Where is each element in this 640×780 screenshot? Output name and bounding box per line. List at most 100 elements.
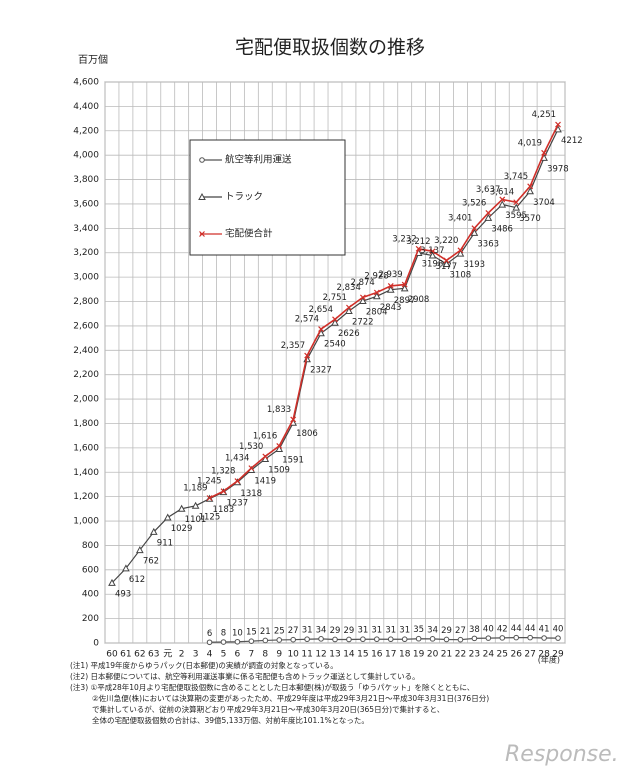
point <box>498 200 507 208</box>
data-label: 29 <box>330 626 341 636</box>
point <box>122 564 130 572</box>
data-label: 1,616 <box>253 431 277 441</box>
data-label: 38 <box>469 625 480 635</box>
point <box>206 639 213 646</box>
note: (注2) 日本郵便については、航空等利用運送事業に係る宅配便も含めトラック運送と… <box>70 671 420 681</box>
point <box>401 281 408 288</box>
y-tick-label: 3,200 <box>73 248 99 258</box>
y-axis-label: 百万個 <box>78 53 108 66</box>
x-tick-label: 7 <box>248 650 254 660</box>
point <box>485 210 492 216</box>
data-label: 3,614 <box>490 188 514 198</box>
x-tick-label: 18 <box>399 650 411 660</box>
data-label: 10 <box>232 628 243 638</box>
data-label: 34 <box>316 625 327 635</box>
x-tick-label: 23 <box>469 650 480 660</box>
y-tick-label: 2,600 <box>73 321 99 331</box>
y-tick-label: 400 <box>82 590 99 600</box>
data-label: 3704 <box>533 198 555 208</box>
point <box>220 488 227 495</box>
data-label: 1318 <box>240 489 262 499</box>
point <box>276 637 283 643</box>
x-tick-label: 12 <box>315 650 326 660</box>
x-tick-label: 3 <box>193 650 199 660</box>
data-label: 1101 <box>185 515 207 525</box>
series-markers <box>206 634 561 646</box>
point <box>290 416 297 423</box>
point <box>526 187 534 195</box>
data-label: 1183 <box>213 505 235 515</box>
data-label: 2327 <box>310 366 332 376</box>
data-label: 35 <box>413 625 424 635</box>
data-label: 1029 <box>171 524 193 534</box>
data-label: 31 <box>357 626 368 636</box>
y-tick-label: 3,600 <box>73 199 99 209</box>
point <box>513 634 520 641</box>
point <box>304 636 310 643</box>
x-tick-label: 5 <box>221 650 227 660</box>
note: で集計しているが、従前の決算期どおり平成29年3月21日～平成30年3月20日(… <box>92 704 444 714</box>
point <box>234 638 241 645</box>
data-label: 2804 <box>366 308 388 318</box>
x-tick-label: 21 <box>441 650 452 660</box>
data-label: 612 <box>129 575 145 585</box>
data-label: 2,928 <box>364 271 388 281</box>
point <box>346 304 352 311</box>
point <box>220 639 227 645</box>
point <box>331 318 339 326</box>
data-label: 2,874 <box>350 278 374 288</box>
data-label: 2,574 <box>295 315 319 325</box>
point <box>318 326 324 333</box>
point <box>332 636 338 643</box>
point <box>499 196 506 203</box>
point <box>359 296 367 305</box>
data-label: 493 <box>115 589 131 599</box>
point <box>499 635 506 641</box>
note: (注1) 平成19年度からゆうパック(日本郵便)の実績が調査の対象となっている。 <box>70 660 338 670</box>
data-label: 31 <box>371 626 382 636</box>
point <box>108 578 116 586</box>
point <box>457 636 464 643</box>
data-label: 3486 <box>491 224 513 234</box>
point <box>386 285 395 293</box>
data-label: 34 <box>427 625 438 635</box>
data-label: 29 <box>441 626 452 636</box>
data-label: 1419 <box>254 476 276 486</box>
point <box>248 465 255 472</box>
watermark: Response. <box>505 742 619 767</box>
data-label: 2540 <box>324 340 346 350</box>
x-tick-label: 14 <box>343 650 355 660</box>
point <box>387 636 394 643</box>
data-label: 3595 <box>505 211 527 221</box>
data-label: 2897 <box>394 296 416 306</box>
point <box>415 245 422 252</box>
point <box>262 637 269 644</box>
y-tick-label: 2,200 <box>73 370 99 380</box>
data-label: 4212 <box>561 136 583 146</box>
point <box>304 352 311 359</box>
x-tick-label: 25 <box>497 650 508 660</box>
data-label: 1591 <box>282 455 304 465</box>
point <box>332 316 338 323</box>
y-tick-label: 800 <box>82 541 99 551</box>
y-tick-label: 3,000 <box>73 273 99 283</box>
data-label: 3108 <box>450 270 472 280</box>
point <box>513 199 520 206</box>
x-tick-label: 22 <box>455 650 466 660</box>
point <box>318 636 324 642</box>
point <box>198 192 206 200</box>
point <box>470 228 479 236</box>
point <box>191 501 200 509</box>
point <box>541 635 547 641</box>
point <box>429 248 436 255</box>
series-markers <box>206 121 561 501</box>
x-tick-label: 61 <box>120 650 131 660</box>
y-tick-label: 600 <box>82 565 99 575</box>
y-tick-label: 3,800 <box>73 175 99 185</box>
y-tick-label: 1,800 <box>73 419 99 429</box>
data-label: 2722 <box>352 318 374 328</box>
data-label: 3,526 <box>462 198 486 208</box>
x-tick-label: 19 <box>413 650 425 660</box>
point <box>374 636 380 643</box>
